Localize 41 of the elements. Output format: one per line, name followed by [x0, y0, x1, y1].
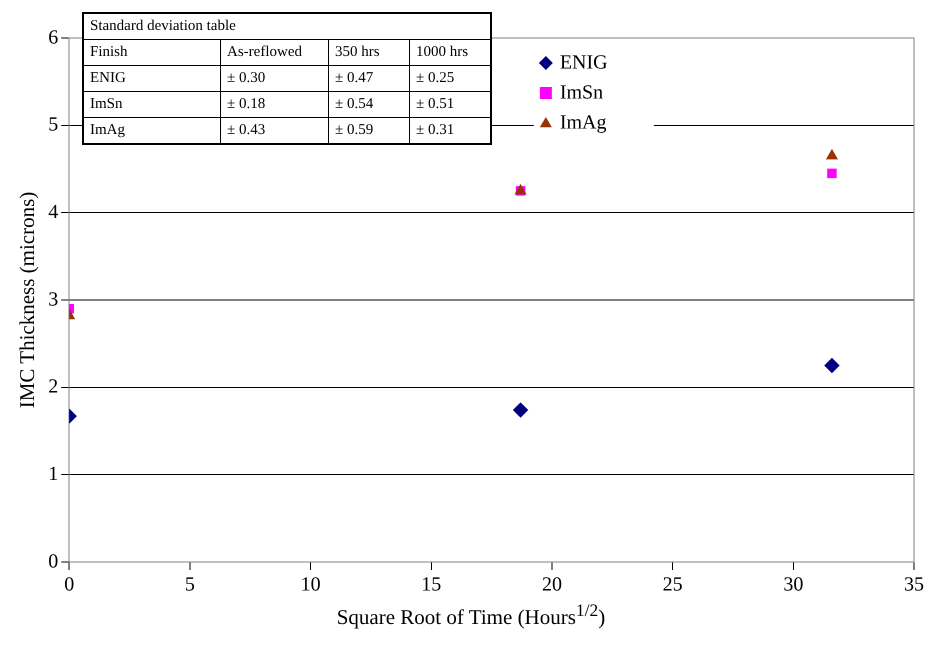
- y-tick-label: 2: [48, 376, 58, 398]
- annotation: ± 0.54: [328, 92, 410, 118]
- annotation: ± 0.18: [220, 92, 328, 118]
- point: [826, 149, 838, 160]
- y-tick-label: 1: [48, 462, 58, 485]
- annotation: ± 0.59: [328, 118, 410, 144]
- annotation: ± 0.43: [220, 118, 328, 144]
- annotation: ± 0.31: [410, 118, 491, 144]
- annotation: Finish: [83, 40, 220, 66]
- x-tick-label: 25: [662, 573, 683, 596]
- annotation: ± 0.47: [328, 66, 410, 92]
- x-tick-label: 30: [783, 573, 804, 596]
- legend-label: ImAg: [560, 111, 607, 134]
- x-axis-title: Square Root of Time (Hours$^{1/2}$): [336, 600, 606, 630]
- x-tick-label: 0: [64, 573, 74, 596]
- annotation: 350 hrs: [328, 40, 410, 66]
- x-tick-label: 10: [300, 573, 321, 596]
- point: [513, 402, 528, 418]
- annotation: ± 0.25: [410, 66, 491, 92]
- x-tick-label: 15: [421, 573, 442, 596]
- y-tick-label: 0: [48, 550, 58, 572]
- y-tick-label: 5: [48, 114, 58, 136]
- point: [824, 358, 840, 373]
- point: [827, 168, 837, 178]
- y-tick-label: 3: [48, 288, 58, 310]
- annotation: 1000 hrs: [410, 40, 491, 66]
- legend-label: ENIG: [560, 51, 608, 74]
- y-tick-label: 6: [48, 26, 58, 48]
- annotation: As-reflowed: [220, 40, 328, 66]
- text: Standard deviation table: [83, 13, 491, 40]
- annotation: ± 0.51: [410, 92, 491, 118]
- annotation: ENIG: [83, 66, 220, 92]
- annotation: ImSn: [83, 92, 220, 118]
- y-tick-label: 4: [48, 200, 58, 223]
- annotation: ImAg: [83, 118, 220, 144]
- x-tick-label: 5: [184, 573, 195, 596]
- annotation: ± 0.30: [220, 66, 328, 92]
- x-tick-label: 35: [904, 573, 924, 596]
- y-axis-title: IMC Thickness (microns): [15, 192, 40, 408]
- x-tick-label: 20: [542, 573, 562, 596]
- legend-label: ImSn: [560, 81, 604, 104]
